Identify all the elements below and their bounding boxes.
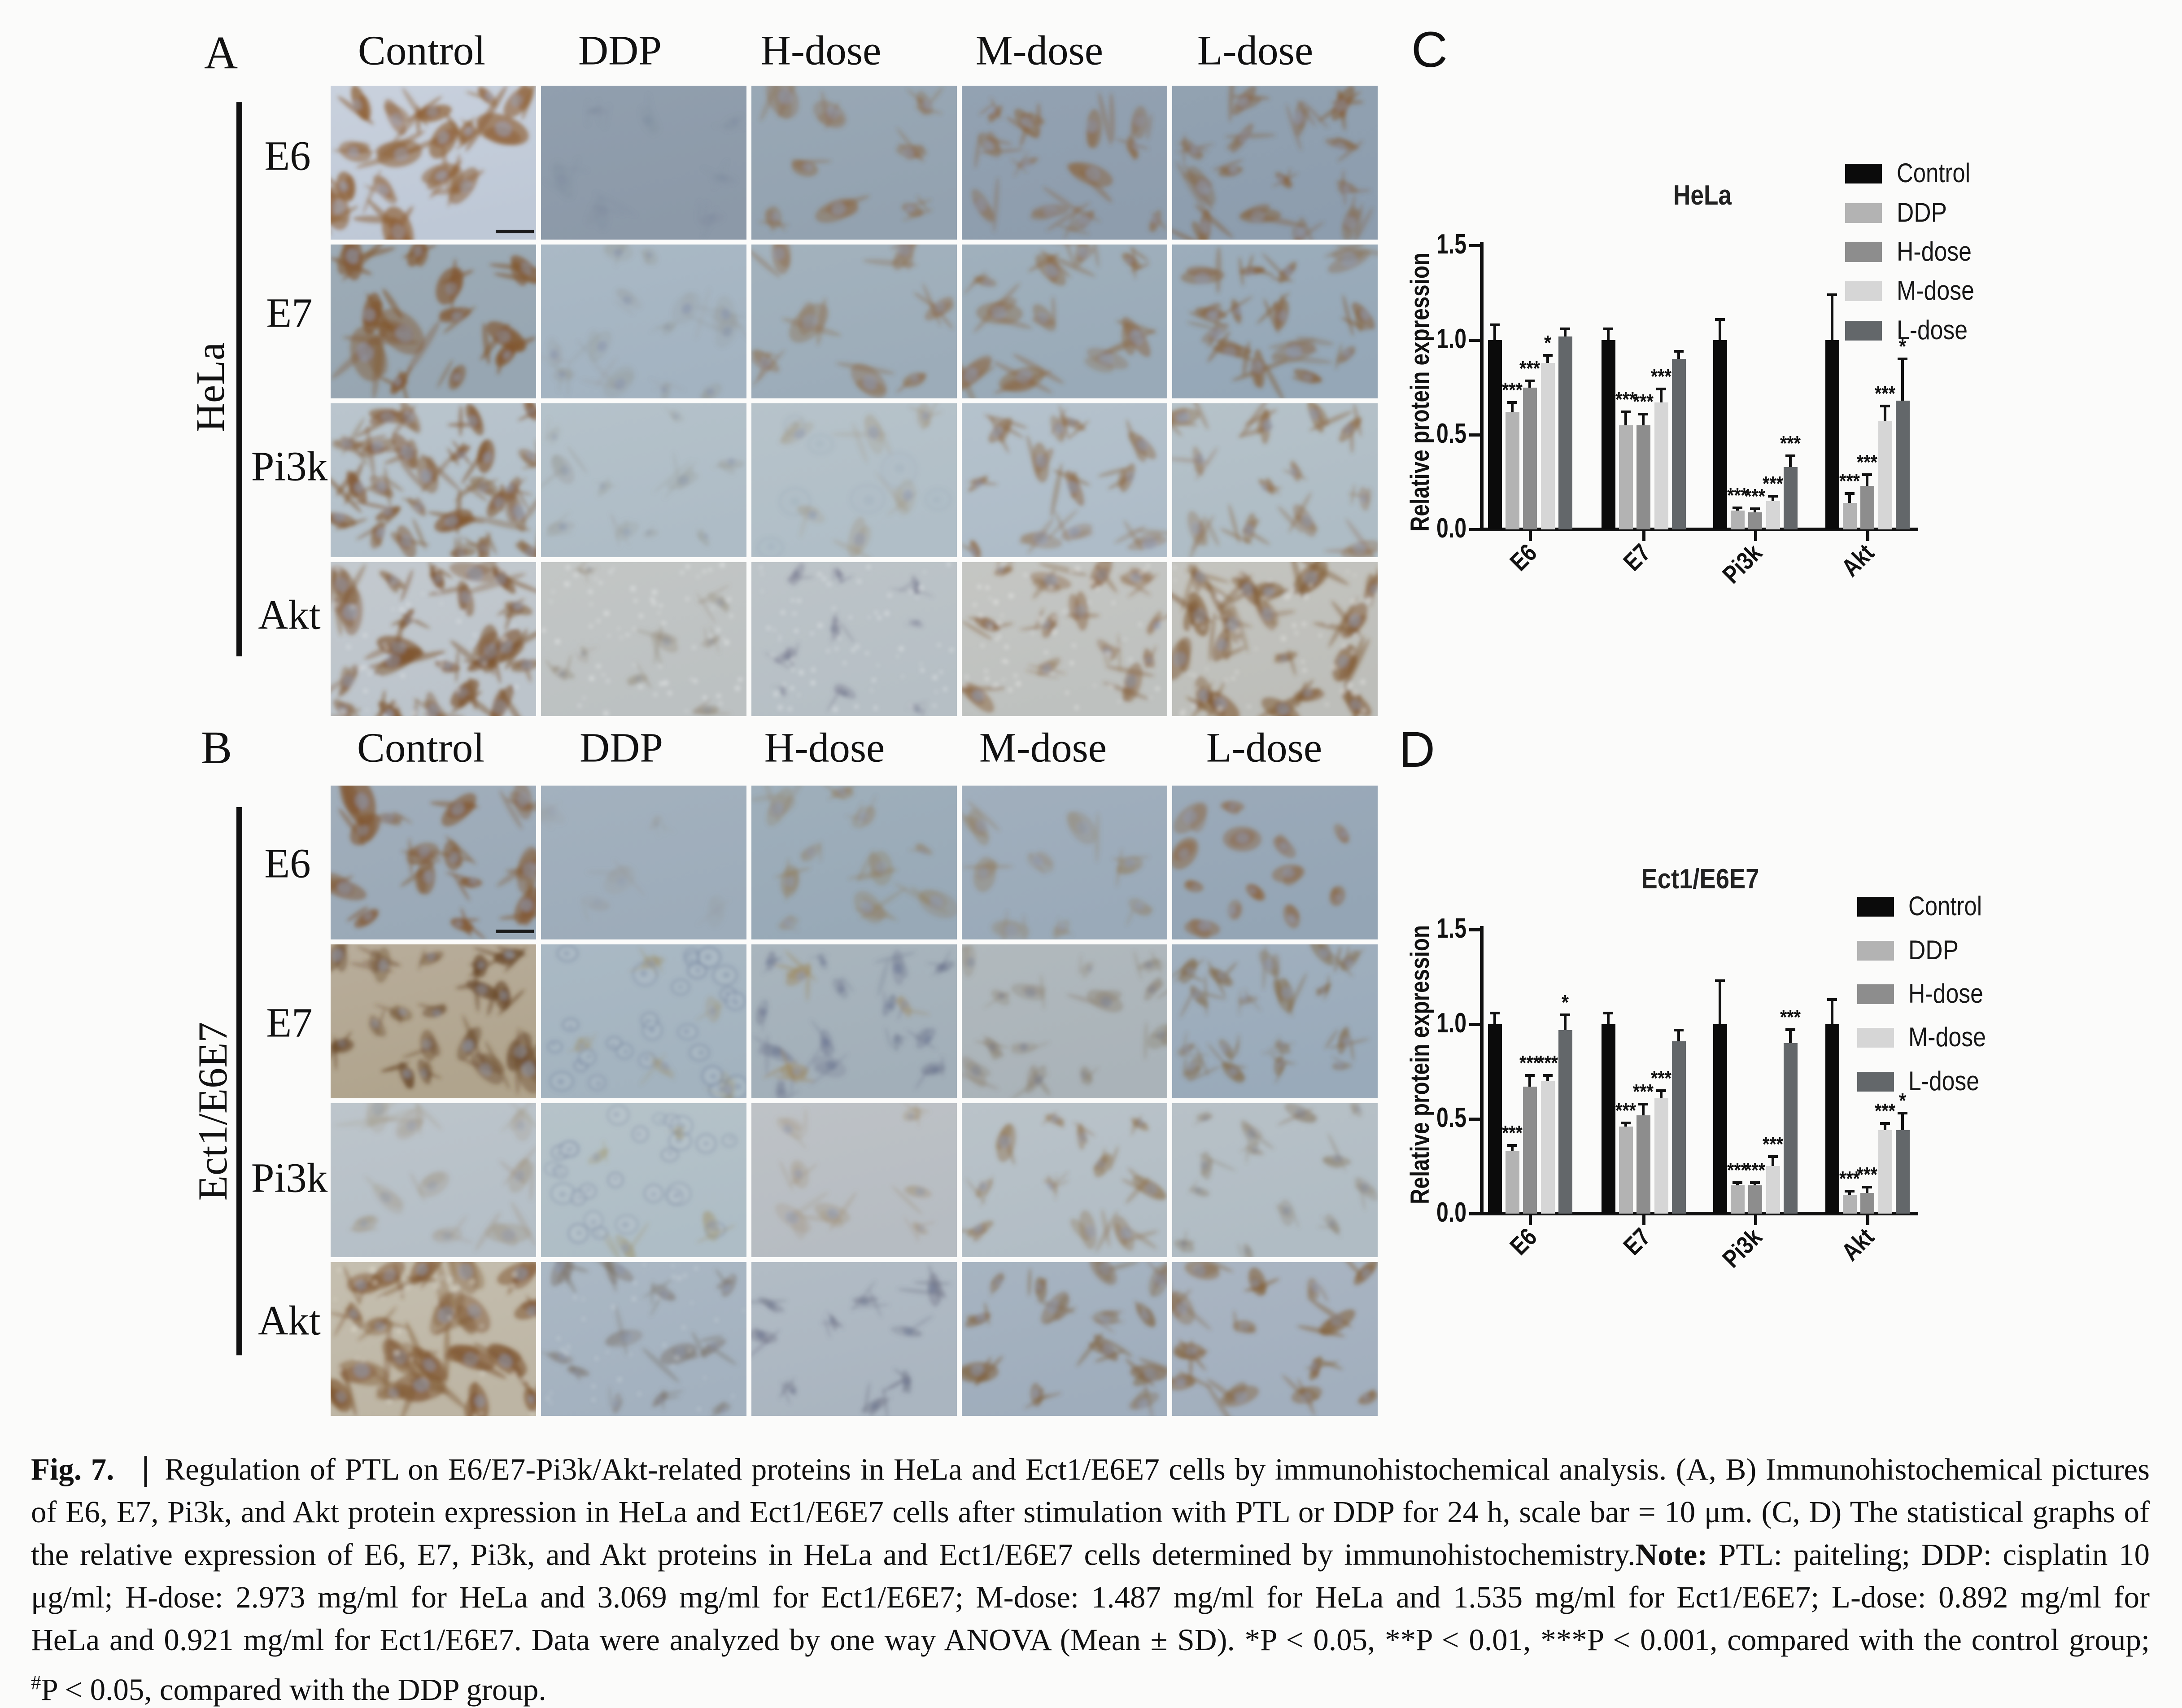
svg-text:***: ***	[1651, 365, 1671, 388]
svg-text:0.0: 0.0	[1436, 1197, 1466, 1228]
svg-text:***: ***	[1615, 1099, 1636, 1122]
svg-text:***: ***	[1875, 1099, 1895, 1123]
svg-text:M-dose: M-dose	[1897, 275, 1974, 306]
svg-text:Pi3k: Pi3k	[1717, 1222, 1767, 1273]
svg-text:*: *	[1899, 335, 1906, 358]
svg-text:***: ***	[1839, 1167, 1860, 1190]
svg-text:***: ***	[1763, 472, 1783, 495]
svg-text:***: ***	[1633, 1080, 1654, 1103]
svg-text:***: ***	[1537, 1051, 1558, 1075]
svg-text:***: ***	[1633, 390, 1654, 413]
svg-text:***: ***	[1839, 469, 1860, 493]
svg-text:***: ***	[1615, 388, 1636, 411]
svg-text:D: D	[1399, 721, 1435, 778]
svg-text:***: ***	[1745, 1158, 1765, 1182]
svg-text:***: ***	[1651, 1066, 1671, 1090]
svg-text:H-dose: H-dose	[1908, 978, 1983, 1009]
svg-text:E7: E7	[1618, 538, 1655, 576]
svg-text:***: ***	[1875, 382, 1895, 405]
svg-text:***: ***	[1763, 1132, 1783, 1156]
svg-text:Akt: Akt	[1836, 1223, 1880, 1266]
svg-text:***: ***	[1857, 450, 1877, 474]
svg-text:0.5: 0.5	[1436, 1102, 1466, 1133]
svg-text:Control: Control	[1897, 158, 1970, 188]
svg-text:***: ***	[1502, 378, 1523, 402]
svg-text:C: C	[1411, 22, 1448, 78]
svg-text:DDP: DDP	[1897, 197, 1947, 227]
svg-text:Control: Control	[1908, 891, 1982, 921]
svg-text:E7: E7	[1618, 1223, 1655, 1260]
svg-text:1.0: 1.0	[1436, 1008, 1466, 1039]
svg-text:Akt: Akt	[1836, 538, 1880, 582]
svg-text:1.5: 1.5	[1436, 229, 1466, 260]
svg-text:DDP: DDP	[1908, 935, 1959, 965]
svg-text:Relative protein expression: Relative protein expression	[1405, 925, 1435, 1204]
svg-text:***: ***	[1519, 357, 1540, 380]
svg-text:***: ***	[1727, 484, 1748, 507]
svg-text:***: ***	[1519, 1051, 1540, 1075]
svg-text:Relative protein expression: Relative protein expression	[1405, 253, 1435, 532]
svg-text:0.0: 0.0	[1436, 513, 1466, 544]
svg-text:0.5: 0.5	[1436, 418, 1466, 449]
svg-text:M-dose: M-dose	[1908, 1022, 1986, 1052]
svg-text:***: ***	[1727, 1158, 1748, 1182]
svg-text:*: *	[1899, 1089, 1906, 1112]
svg-text:***: ***	[1780, 1005, 1801, 1029]
svg-text:H-dose: H-dose	[1897, 236, 1972, 266]
svg-text:***: ***	[1780, 432, 1801, 455]
svg-text:HeLa: HeLa	[1673, 180, 1732, 211]
svg-text:E6: E6	[1504, 1223, 1542, 1260]
svg-text:1.5: 1.5	[1436, 913, 1466, 944]
svg-text:*: *	[1562, 991, 1569, 1014]
svg-text:L-dose: L-dose	[1908, 1066, 1979, 1096]
svg-text:*: *	[1544, 331, 1551, 354]
svg-text:E6: E6	[1504, 538, 1542, 576]
svg-text:Ect1/E6E7: Ect1/E6E7	[1641, 864, 1759, 895]
svg-text:***: ***	[1502, 1121, 1523, 1144]
svg-text:***: ***	[1745, 485, 1765, 508]
svg-text:L-dose: L-dose	[1897, 315, 1968, 345]
svg-text:Pi3k: Pi3k	[1717, 538, 1767, 589]
svg-text:1.0: 1.0	[1436, 323, 1466, 354]
svg-text:***: ***	[1857, 1163, 1877, 1186]
